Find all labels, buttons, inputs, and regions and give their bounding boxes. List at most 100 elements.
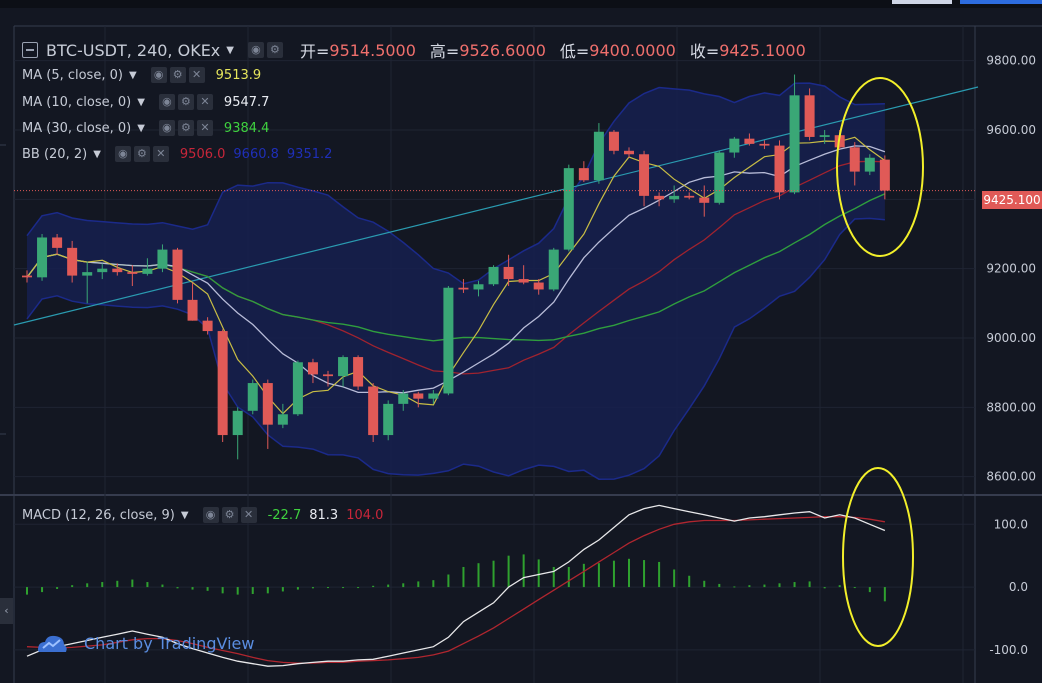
macd-histogram-bar: [748, 585, 751, 588]
macd-histogram-bar: [733, 586, 736, 588]
macd-histogram-bar: [643, 560, 646, 588]
gear-icon[interactable]: ⚙: [133, 146, 150, 162]
price-tick-label: 9200.00: [986, 262, 1036, 276]
chevron-down-icon[interactable]: ▼: [93, 148, 101, 160]
macd-histogram-bar: [522, 554, 525, 588]
candle-body: [533, 282, 544, 290]
tradingview-logo-icon: [38, 635, 67, 652]
candle-body: [217, 331, 228, 436]
macd-histogram-bar: [673, 569, 676, 588]
macd-histogram-bar: [868, 587, 871, 593]
close-icon[interactable]: ✕: [196, 120, 213, 136]
open-value: 9514.5000: [329, 40, 416, 60]
close-icon[interactable]: ✕: [240, 507, 257, 523]
indicator-value: 9513.9: [215, 67, 262, 83]
gear-icon[interactable]: ⚙: [266, 42, 283, 58]
annotation-ellipse: [836, 77, 924, 257]
macd-histogram-bar: [266, 587, 269, 594]
eye-icon[interactable]: ◉: [158, 94, 175, 110]
indicator-name[interactable]: MA (5, close, 0): [22, 67, 123, 83]
candle-body: [624, 150, 634, 155]
candle-body: [413, 393, 424, 399]
candle-body: [353, 357, 364, 387]
indicator-name[interactable]: MA (10, close, 0): [22, 94, 132, 110]
candle-body: [157, 249, 168, 269]
close-label: 收=: [689, 42, 720, 61]
top-toolbar-strip: [0, 0, 1042, 8]
gear-icon[interactable]: ⚙: [177, 120, 194, 136]
macd-histogram-bar: [808, 581, 811, 588]
macd-histogram-bar: [131, 579, 134, 588]
eye-icon[interactable]: ◉: [150, 67, 167, 83]
candle-body: [563, 168, 574, 250]
candle-body: [819, 135, 830, 137]
macd-histogram-bar: [387, 584, 390, 588]
symbol-legend: BTC-USDT, 240, OKEx ▼ ◉ ⚙ 开= 9514.5000 高=…: [22, 38, 806, 62]
candle-body: [262, 383, 273, 425]
eye-icon[interactable]: ◉: [247, 42, 264, 58]
chevron-down-icon[interactable]: ▼: [226, 44, 234, 56]
chevron-down-icon[interactable]: ▼: [128, 69, 137, 81]
macd-histogram-bar: [116, 580, 119, 588]
eye-icon[interactable]: ◉: [202, 507, 219, 523]
close-icon[interactable]: ✕: [152, 146, 169, 162]
indicator-name[interactable]: BB (20, 2): [22, 146, 88, 162]
chevron-down-icon[interactable]: ▼: [137, 96, 145, 108]
macd-histogram-bar: [191, 587, 194, 590]
macd-histogram-bar: [688, 575, 691, 588]
gear-icon[interactable]: ⚙: [169, 67, 186, 83]
macd-histogram-bar: [56, 587, 59, 589]
price-tick-label: 9600.00: [986, 123, 1036, 137]
indicator-value: 104.0: [346, 507, 384, 523]
macd-histogram-bar: [853, 587, 856, 589]
indicator-name[interactable]: MACD (12, 26, close, 9): [22, 507, 175, 523]
macd-histogram-bar: [537, 559, 540, 588]
toolbar-tab-edge[interactable]: [892, 0, 952, 4]
open-label: 开=: [299, 42, 330, 61]
candle-body: [473, 284, 484, 290]
chevron-down-icon[interactable]: ▼: [180, 509, 189, 521]
close-icon[interactable]: ✕: [196, 94, 213, 110]
collapse-panel-handle[interactable]: ‹: [0, 598, 13, 624]
macd-histogram-bar: [567, 566, 570, 588]
indicator-name[interactable]: MA (30, close, 0): [22, 120, 132, 136]
tradingview-watermark[interactable]: Chart by TradingView: [34, 630, 254, 656]
candle-body: [443, 287, 454, 394]
high-value: 9526.6000: [459, 40, 546, 60]
eye-icon[interactable]: ◉: [158, 120, 175, 136]
collapse-legend-icon[interactable]: [22, 42, 38, 58]
candle-body: [368, 386, 379, 436]
chevron-down-icon[interactable]: ▼: [137, 122, 145, 134]
close-icon[interactable]: ✕: [188, 67, 205, 83]
eye-icon[interactable]: ◉: [114, 146, 131, 162]
candle-body: [458, 287, 469, 290]
indicator-legend-ma30: MA (30, close, 0) ▼ ◉ ⚙ ✕ 9384.4: [22, 120, 269, 136]
toolbar-tab-edge-active[interactable]: [960, 0, 1042, 4]
indicator-value: 9351.2: [286, 146, 333, 162]
candle-body: [202, 320, 213, 332]
candle-body: [744, 138, 755, 144]
indicator-value: 9660.8: [233, 146, 279, 162]
macd-histogram-bar: [447, 574, 450, 588]
bollinger-lower-line: [26, 217, 885, 480]
macd-histogram-bar: [372, 585, 375, 588]
symbol-title[interactable]: BTC-USDT, 240, OKEx: [46, 40, 221, 60]
candle-body: [37, 237, 48, 278]
candle-body: [804, 95, 815, 137]
gear-icon[interactable]: ⚙: [221, 507, 238, 523]
macd-histogram-bar: [311, 587, 314, 589]
macd-histogram-bar: [838, 585, 841, 588]
price-tick-label: 9800.00: [986, 54, 1036, 68]
macd-histogram-bar: [582, 563, 585, 588]
candle-body: [428, 393, 439, 399]
macd-histogram-bar: [763, 584, 766, 588]
macd-histogram-bar: [251, 587, 254, 594]
candle-body: [593, 131, 604, 181]
ma5-line: [26, 136, 886, 415]
candle-body: [247, 383, 258, 411]
macd-histogram-bar: [612, 560, 615, 588]
gear-icon[interactable]: ⚙: [177, 94, 194, 110]
candle-body: [849, 147, 860, 172]
macd-histogram-bar: [477, 563, 480, 588]
close-value: 9425.1000: [719, 40, 806, 60]
